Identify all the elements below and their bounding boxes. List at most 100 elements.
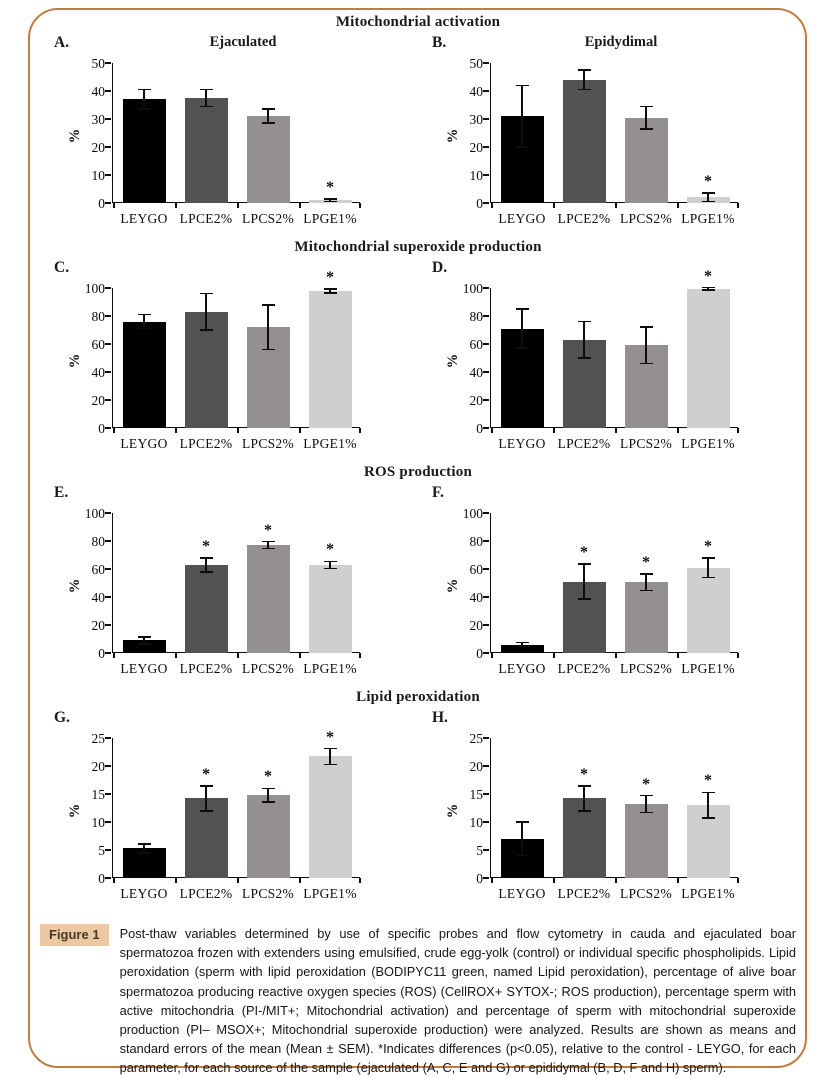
bar-chart: % 0 20 40 60 80 100 LEYGO LPCE2% LPCS2% * LPGE1% [54,269,418,460]
y-tick-mark [483,287,490,289]
error-bar-cap-bottom [199,329,213,331]
panel-row: G. % 0 5 10 15 20 25 LEYGO * LPCE2% * LPCS2% * LPGE1%… [40,709,796,910]
y-tick-mark [483,90,490,92]
plot-area: % 0 20 40 60 80 100 LEYGO LPCE2% LPCS2% * LPGE1% [67,269,361,451]
x-tick-mark [553,203,555,208]
y-tick-label: 0 [98,420,105,436]
error-bar-cap-bottom [639,128,653,130]
x-tick-mark [299,203,301,208]
error-bar-cap-top [701,286,715,289]
x-tick-mark [299,428,301,433]
panel-head: H. [432,709,796,732]
y-tick-mark [483,315,490,317]
x-tick-label: LPGE1% [681,886,735,901]
y-tick-mark [105,849,112,851]
x-tick-mark [491,653,493,658]
error-bar [205,293,207,330]
error-bar-cap-bottom [137,643,151,645]
error-bar [267,109,269,124]
bar-chart: % 0 5 10 15 20 25 LEYGO * LPCE2% * LPCS2% * LPGE1% [54,729,418,910]
significance-asterisk: * [202,766,210,784]
y-tick-label: 20 [469,392,484,408]
x-tick-label: LPCS2% [241,661,295,676]
y-tick-label: 10 [91,167,106,183]
error-bar-cap-top [639,105,653,108]
section-title: Mitochondrial superoxide production [294,239,542,255]
y-tick-mark [483,624,490,626]
x-tick-mark [175,428,177,433]
y-tick-mark [483,399,490,401]
error-bar-cap-bottom [701,576,715,579]
error-bar-cap-top [515,308,529,310]
error-bar [267,304,269,350]
error-bar-cap-bottom [261,547,275,550]
y-tick-label: 100 [84,280,105,296]
bar-LPCE2% [184,98,228,203]
error-bar [329,198,331,202]
y-tick-mark [483,118,490,120]
plot-area: % 0 10 20 30 40 50 LEYGO LPCE2% LPCS2% * LPGE1% [67,56,361,226]
panel-head: B. Epidydimal [432,34,796,57]
error-bar [583,70,585,90]
x-tick-label: LPCE2% [557,661,611,676]
error-bar [521,822,523,856]
x-tick-mark [491,428,493,433]
error-bar-cap-bottom [323,567,337,570]
y-tick-label: 50 [469,55,484,71]
y-tick-label: 5 [98,842,105,858]
bar-chart: % 0 20 40 60 80 100 LEYGO LPCE2% LPCS2% * LPGE1% [432,268,796,460]
x-tick-label: LPCS2% [241,886,295,901]
panel-head: C. [54,259,418,282]
error-bar-cap-top [577,320,591,323]
panel-head: F. [432,484,796,507]
significance-asterisk: * [642,775,650,793]
y-tick-mark [105,624,112,626]
significance-asterisk: * [326,541,334,559]
error-bar-cap-top [137,313,151,316]
x-tick-mark [737,203,739,208]
y-tick-label: 80 [91,533,106,549]
plot-area: % 0 5 10 15 20 25 LEYGO * LPCE2% * LPCS2% * LPGE1% [67,729,361,901]
y-tick-mark [483,877,490,879]
panel-letter: D. [432,259,448,276]
x-tick-label: LPCE2% [557,436,611,451]
chart-panel-e: E. % 0 20 40 60 80 100 LEYGO * LPCE2% * LPCS2% * LPGE… [40,484,418,685]
significance-asterisk: * [326,268,334,286]
error-bar-cap-top [577,69,591,71]
error-bar-cap-bottom [577,598,591,600]
panel-row: E. % 0 20 40 60 80 100 LEYGO * LPCE2% * LPCS2% * LPGE… [40,484,796,685]
error-bar-cap-top [137,636,151,638]
error-bar-cap-bottom [515,645,529,648]
chart-panel-a: A. Ejaculated % 0 10 20 30 40 50 LEYGO LPCE2% LPC… [40,34,418,235]
y-tick-label: 25 [91,730,106,746]
y-tick-mark [483,62,490,64]
error-bar [329,288,331,293]
error-bar-cap-top [515,84,529,87]
y-tick-label: 10 [469,167,484,183]
bar-LPGE1% [308,564,352,653]
x-tick-mark [677,428,679,433]
x-tick-mark [175,878,177,883]
y-tick-label: 15 [469,786,484,802]
x-tick-label: LPGE1% [303,886,357,901]
y-tick-label: 0 [476,420,483,436]
error-bar-cap-top [701,557,715,559]
y-tick-label: 100 [462,505,483,521]
x-tick-mark [359,428,361,433]
error-bar-cap-top [515,641,529,644]
x-tick-mark [553,653,555,658]
error-bar-cap-bottom [261,122,275,124]
x-tick-label: LPCE2% [179,661,233,676]
bar-LPCS2% [246,545,290,653]
error-bar-cap-top [323,747,337,750]
y-tick-label: 5 [476,842,483,858]
bar-LEYGO [122,321,166,428]
bar-LPCE2% [184,311,228,428]
y-tick-label: 40 [469,364,484,380]
plot-area: % 0 20 40 60 80 100 LEYGO * LPCE2% * LPCS2% * LPGE1% [445,506,739,676]
y-tick-mark [483,793,490,795]
significance-asterisk: * [704,537,712,555]
x-tick-mark [553,428,555,433]
error-bar-cap-bottom [261,801,275,803]
error-bar-cap-bottom [137,852,151,854]
